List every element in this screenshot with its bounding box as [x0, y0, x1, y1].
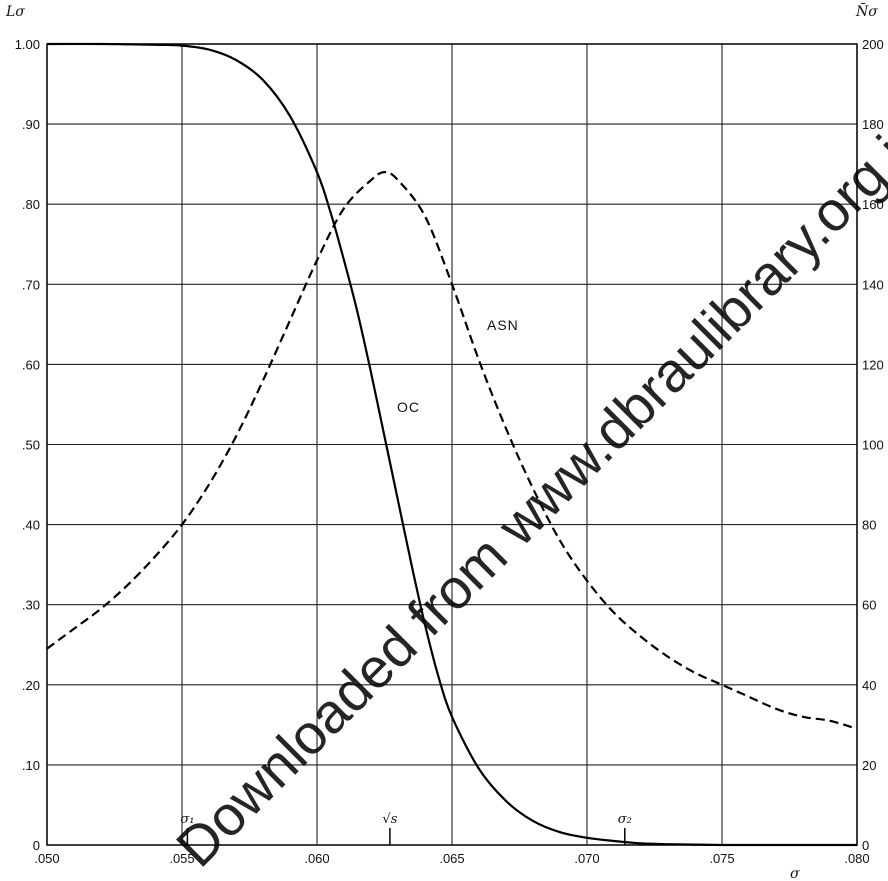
right-tick-label: 100 [862, 438, 884, 453]
plot-frame [46, 43, 858, 846]
x-tick-label: .060 [304, 851, 329, 866]
series-layer [46, 42, 858, 847]
watermark-text: Downloaded from www.dbraulibrary.org.in [164, 102, 888, 879]
marker-layer: σ₁ √s σ₂ [180, 812, 632, 845]
left-tick-label: .10 [22, 758, 40, 773]
left-tick-label: .30 [22, 598, 40, 613]
right-axis-tick-labels: 0 20 40 60 80 100 120 140 160 180 200 [862, 37, 884, 853]
oc-curve-label: OC [397, 399, 420, 415]
asn-curve-label: ASN [487, 317, 519, 333]
left-tick-label: .20 [22, 678, 40, 693]
right-tick-label: 140 [862, 277, 884, 292]
x-axis-tick-labels: .050 .055 .060 .065 .070 .075 .080 [34, 851, 869, 866]
left-tick-label: .60 [22, 357, 40, 372]
left-tick-label: .80 [22, 197, 40, 212]
right-tick-label: 200 [862, 37, 884, 52]
right-tick-label: 180 [862, 117, 884, 132]
right-tick-label: 120 [862, 357, 884, 372]
x-tick-label: .080 [844, 851, 869, 866]
right-tick-label: 20 [862, 758, 876, 773]
x-tick-label: .075 [709, 851, 734, 866]
left-tick-label: .50 [22, 438, 40, 453]
series-line-asn [46, 171, 858, 730]
left-axis-tick-labels: 0 .10 .20 .30 .40 .50 .60 .70 .80 .90 1.00 [15, 37, 40, 853]
right-tick-label: 0 [862, 838, 869, 853]
left-tick-label: .70 [22, 277, 40, 292]
x-tick-label: .070 [574, 851, 599, 866]
marker-label-1: √s [382, 812, 397, 827]
right-tick-label: 80 [862, 518, 876, 533]
x-tick-label: .055 [169, 851, 194, 866]
left-tick-label: .90 [22, 117, 40, 132]
marker-label-0: σ₁ [180, 812, 194, 827]
plot-border [46, 43, 858, 846]
x-tick-label: .050 [34, 851, 59, 866]
x-axis-title: σ [790, 866, 800, 881]
grid-lines [46, 43, 858, 846]
series-line-oc [46, 42, 857, 847]
marker-label-2: σ₂ [618, 812, 632, 827]
x-tick-label: .065 [439, 851, 464, 866]
left-axis-title: Lσ [5, 4, 25, 20]
left-tick-label: .40 [22, 518, 40, 533]
left-tick-label: 1.00 [15, 37, 40, 52]
left-tick-label: 0 [33, 838, 40, 853]
right-tick-label: 160 [862, 197, 884, 212]
right-tick-label: 40 [862, 678, 876, 693]
right-axis-title: N̄σ [855, 2, 878, 20]
right-tick-label: 60 [862, 598, 876, 613]
